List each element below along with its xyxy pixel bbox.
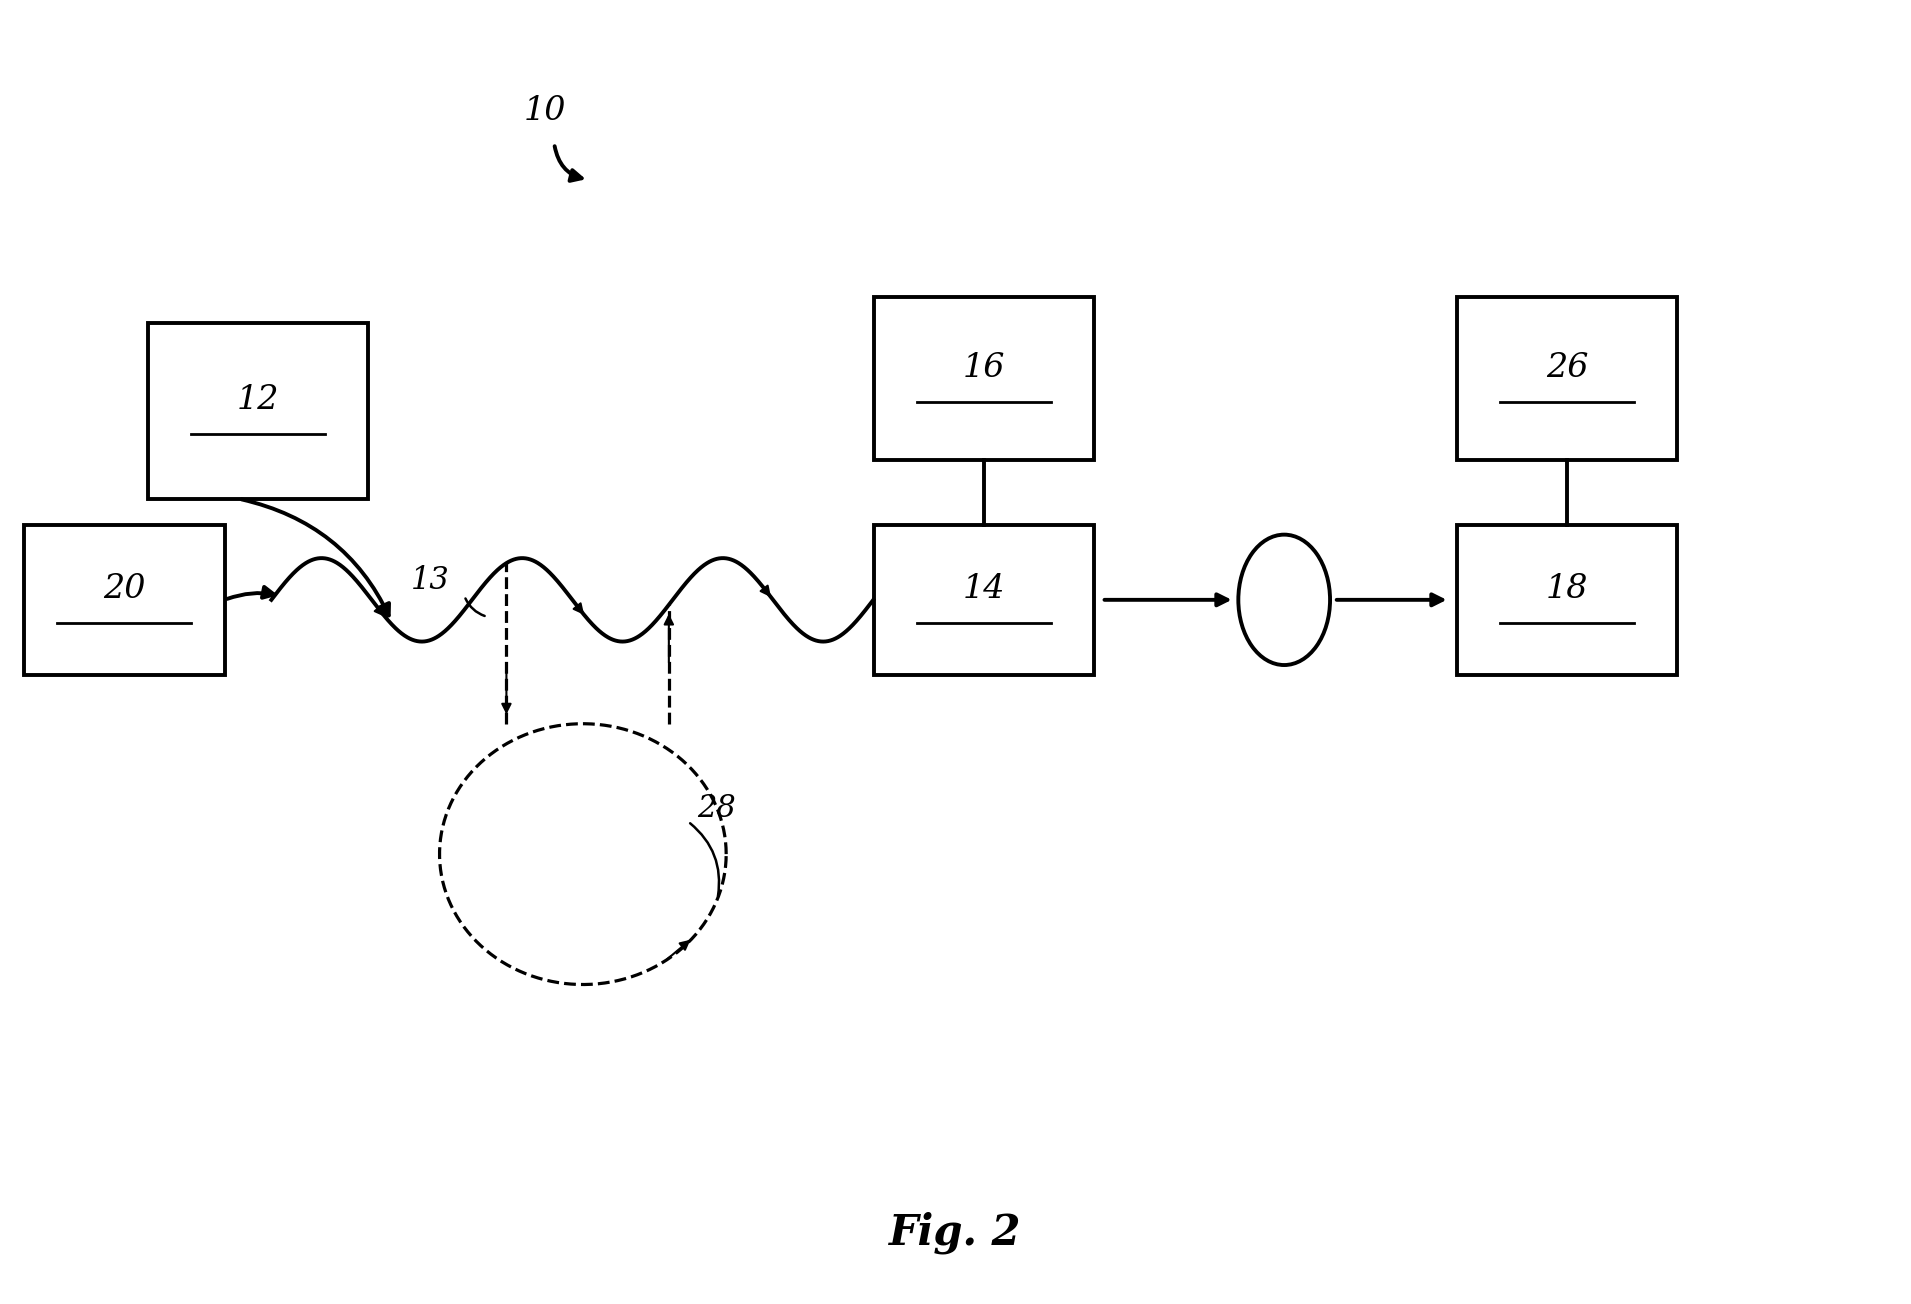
Text: Fig. 2: Fig. 2: [889, 1211, 1022, 1253]
Bar: [1456, 524, 1676, 675]
Bar: [873, 524, 1093, 675]
Bar: [149, 322, 367, 498]
Bar: [873, 297, 1093, 460]
Text: 28: 28: [698, 793, 736, 824]
Text: 18: 18: [1546, 574, 1588, 605]
Text: 13: 13: [411, 565, 449, 596]
Text: 20: 20: [103, 574, 145, 605]
Text: 16: 16: [963, 352, 1005, 383]
Bar: [25, 524, 225, 675]
Text: 26: 26: [1546, 352, 1588, 383]
Text: 10: 10: [524, 95, 566, 126]
Ellipse shape: [1238, 535, 1330, 665]
Bar: [1456, 297, 1676, 460]
Text: 12: 12: [237, 385, 279, 416]
Text: 14: 14: [963, 574, 1005, 605]
